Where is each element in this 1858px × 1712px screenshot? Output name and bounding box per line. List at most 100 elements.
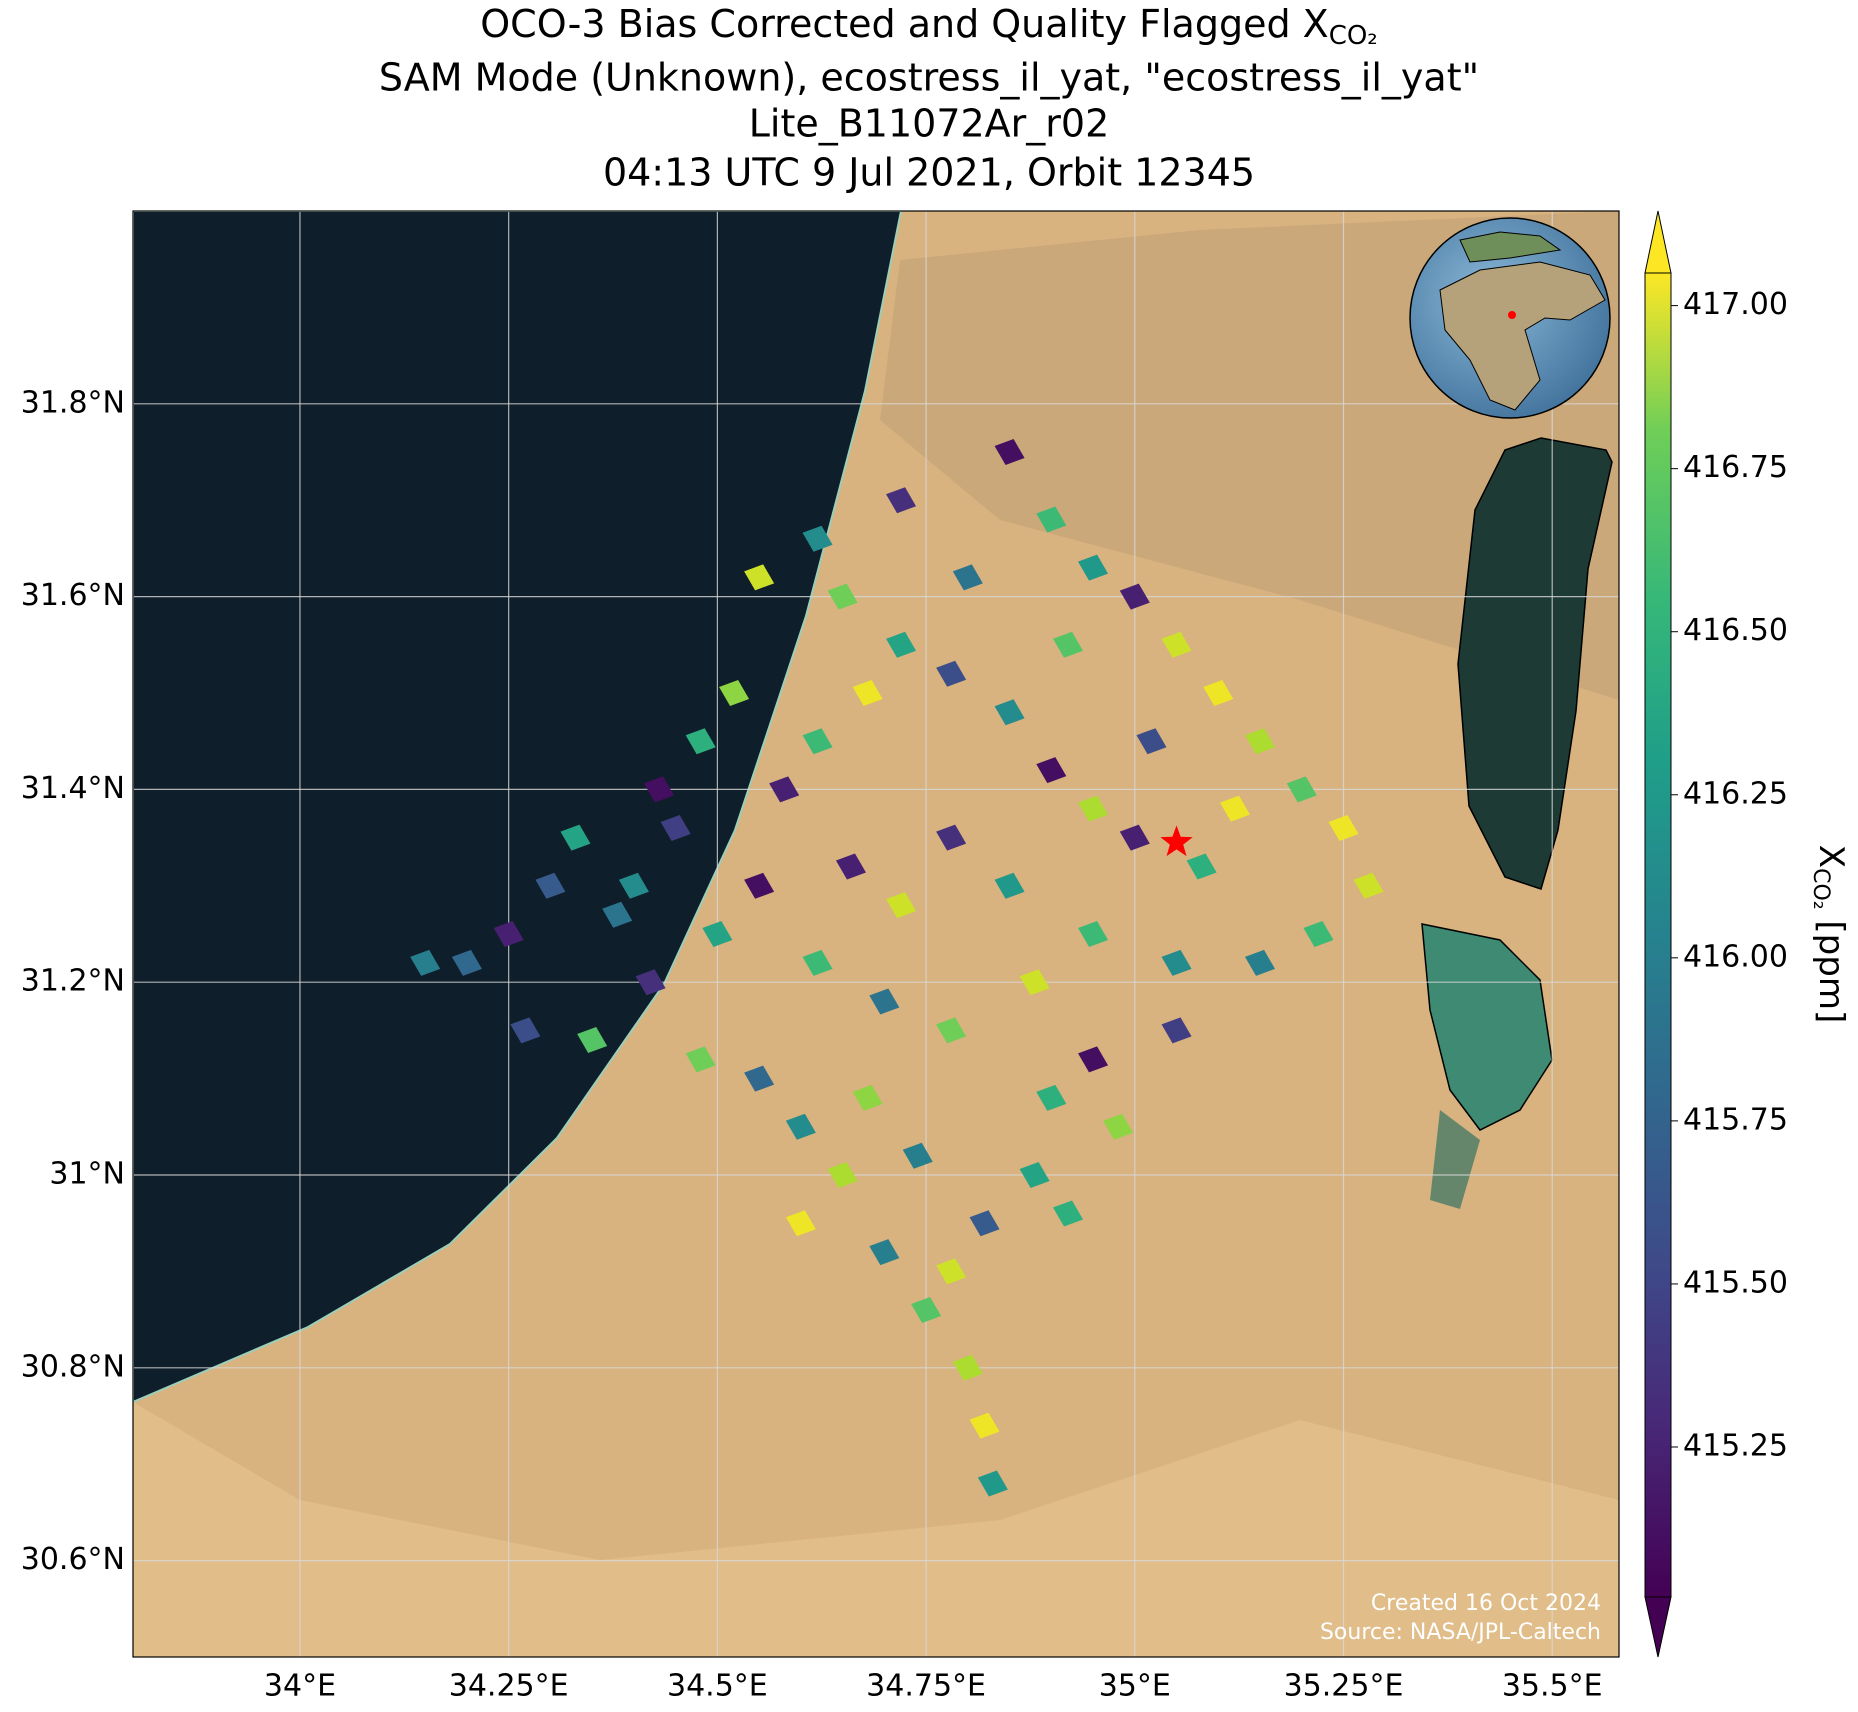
sounding [451,949,482,976]
y-tick-label: 31.8°N [21,385,125,420]
sounding [936,1258,967,1285]
sounding [1078,554,1109,581]
colorbar-label: XCO₂ [ppm] [1808,845,1852,1023]
sounding [643,776,674,803]
sounding [1019,1162,1050,1188]
sounding [1078,795,1109,822]
sounding [1078,921,1109,947]
sounding [744,872,775,899]
sounding [1161,1017,1192,1044]
sounding [1286,776,1317,803]
colorbar-tick-label: 416.50 [1683,613,1788,648]
y-tick-label: 31.4°N [21,771,125,806]
sounding [994,439,1025,465]
credit: Source: NASA/JPL-Caltech [1320,1620,1601,1645]
sounding [994,699,1025,726]
continents [1439,261,1606,411]
y-tick-label: 30.8°N [21,1349,125,1384]
sounding [886,892,917,919]
sounding [769,776,800,803]
sounding [785,1210,816,1237]
sounding [852,1084,883,1111]
x-tick-label: 35.25°E [1284,1669,1404,1704]
y-tick-label: 30.6°N [21,1542,125,1577]
sounding [852,680,883,706]
sounding [510,1017,541,1044]
target-star [1160,825,1193,857]
cb-subscript: CO₂ [1808,868,1833,910]
x-tick-label: 34°E [264,1669,336,1704]
colorbar-tick-label: 416.00 [1683,939,1788,974]
title-line: 04:13 UTC 9 Jul 2021, Orbit 12345 [603,151,1255,195]
sounding [869,988,900,1015]
sounding [1245,949,1276,976]
sounding [660,814,691,841]
sounding [1303,921,1334,947]
basemap [133,211,1619,1657]
y-tick-label: 31.6°N [21,578,125,613]
title-main: OCO-3 Bias Corrected and Quality Flagged… [480,2,1328,46]
credit: Created 16 Oct 2024 [1371,1591,1601,1616]
y-tick-label: 31.2°N [21,964,125,999]
sounding [1219,795,1250,822]
colorbar-tick-label: 416.75 [1683,450,1788,485]
sounding [886,631,917,658]
sounding [1245,728,1276,755]
sounding [577,1027,608,1054]
labels: OCO-3 Bias Corrected and Quality Flagged… [21,2,1852,1704]
sounding [560,824,591,851]
sounding [936,824,967,851]
x-tick-label: 34.25°E [449,1669,569,1704]
sounding [719,680,750,706]
desert [133,1402,1619,1657]
cb-symbol: X [1812,845,1852,868]
sounding [493,921,524,947]
title-line: Lite_B11072Ar_r02 [749,102,1110,146]
y-tick-label: 31°N [49,1157,125,1192]
colorbar [1644,272,1672,1598]
x-tick-label: 34.5°E [667,1669,768,1704]
map-frame [132,210,1620,1658]
colorbar-tick-label: 416.25 [1683,776,1788,811]
sounding [1036,757,1067,784]
sounding [1203,680,1234,706]
sounding [744,564,775,591]
sounding [1053,1200,1084,1227]
sounding [911,1296,942,1323]
x-tick-label: 34.75°E [866,1669,986,1704]
ponds [1421,923,1553,1131]
sounding [535,872,566,899]
sounding [936,660,967,687]
sounding [802,949,833,976]
sounding [902,1142,933,1169]
title-line: SAM Mode (Unknown), ecostress_il_yat, "e… [379,56,1479,100]
europe [1459,231,1562,263]
sounding [410,949,441,976]
sounding [744,1065,775,1092]
colorbar-tick-label: 415.50 [1683,1265,1788,1300]
sounding [635,969,666,996]
sounding [685,728,716,755]
colorbar-extend-min [1644,1596,1672,1658]
sounding [1161,949,1192,976]
sounding [827,583,858,610]
sounding [994,872,1025,899]
sounding [1328,814,1359,841]
sounding [802,728,833,755]
sounding [936,1017,967,1044]
sounding [1161,631,1192,658]
sounding [1036,506,1067,533]
globe-target [1508,311,1516,319]
colorbar-tick-label: 415.25 [1683,1428,1788,1463]
colorbar-tick-label: 417.00 [1683,287,1788,322]
title-subscript: CO₂ [1329,21,1378,51]
sounding [1136,728,1167,755]
sounding [702,921,733,947]
x-tick-label: 35.5°E [1502,1669,1603,1704]
colorbar-extend-max [1644,210,1672,274]
sounding [1119,583,1150,610]
sounding [618,872,649,899]
colorbar-tick-label: 415.75 [1683,1102,1788,1137]
sounding [969,1210,1000,1237]
sounding [785,1113,816,1140]
